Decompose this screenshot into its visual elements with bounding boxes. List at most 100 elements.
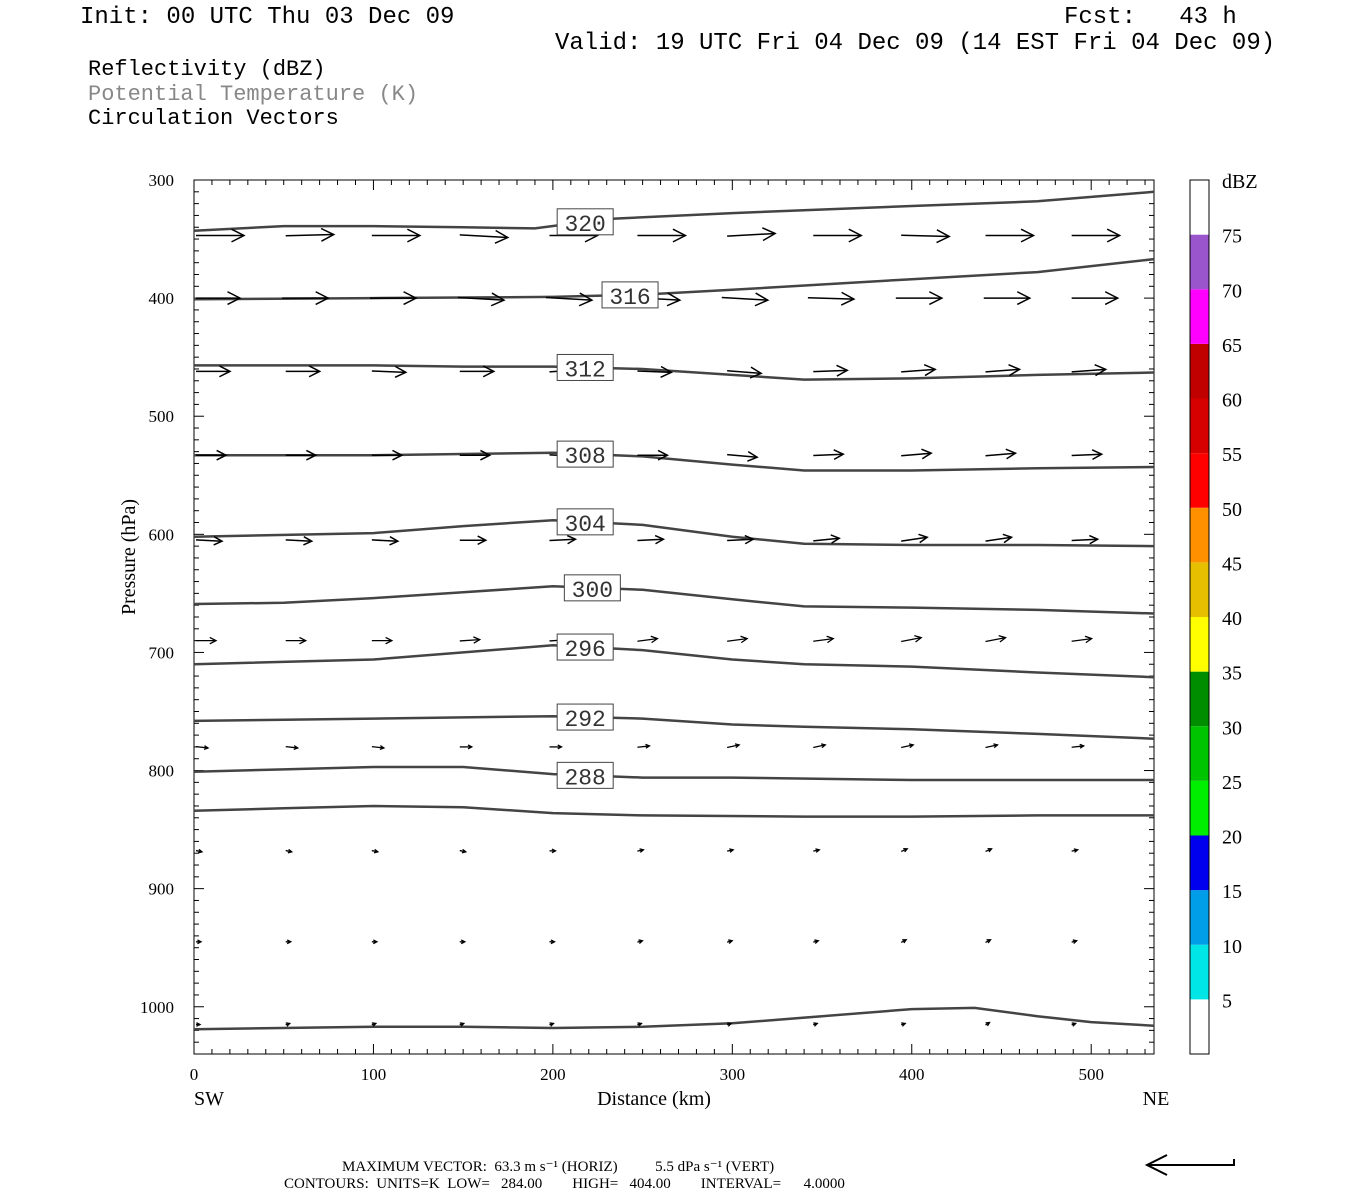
circulation-vector (813, 743, 827, 749)
circulation-vector (196, 1022, 202, 1027)
isentrope-label-box (556, 633, 614, 661)
valid-time: Valid: 19 UTC Fri 04 Dec 09 (14 EST Fri … (555, 30, 1276, 57)
circulation-vector (371, 228, 422, 243)
max-vector-caption: MAXIMUM VECTOR: 63.3 m s⁻¹ (HORIZ) 5.5 d… (342, 1159, 775, 1175)
colorbar-label: 10 (1222, 936, 1242, 958)
circulation-vector (1071, 291, 1120, 306)
circulation-vector (637, 743, 651, 749)
circulation-vector (549, 1022, 555, 1027)
isentrope-label: 312 (564, 357, 605, 383)
isentrope-label: 292 (564, 707, 605, 733)
circulation-vector (726, 939, 734, 944)
y-tick-label: 800 (149, 762, 175, 781)
isentrope-line (193, 190, 1155, 233)
x-tick-label: 500 (1078, 1065, 1104, 1084)
colorbar-label: 25 (1222, 772, 1242, 794)
circulation-vector (285, 227, 336, 242)
circulation-vector (371, 745, 386, 751)
isentrope-label-box (556, 440, 614, 468)
circulation-vector (1071, 364, 1108, 377)
circulation-vector (727, 635, 749, 644)
circulation-vector (371, 939, 379, 945)
circulation-vector (545, 292, 594, 307)
circulation-vector (985, 533, 1014, 544)
isentrope-label: 288 (564, 765, 605, 791)
y-tick-label: 1000 (140, 998, 174, 1017)
isentrope-line (193, 1006, 1155, 1031)
circulation-vector (813, 534, 841, 544)
y-tick-label: 600 (149, 525, 175, 544)
colorbar-frame (1189, 179, 1210, 1055)
x-tick-label: 100 (361, 1065, 387, 1084)
circulation-vector (195, 848, 204, 854)
circulation-vector (813, 848, 821, 853)
circulation-vector (813, 364, 849, 377)
circulation-vector (549, 939, 556, 945)
circulation-vector (901, 635, 923, 643)
colorbar-swatch (1190, 343, 1209, 399)
colorbar-label: 70 (1222, 280, 1242, 302)
circulation-vector (1071, 848, 1080, 853)
colorbar-label: 5 (1222, 990, 1232, 1012)
circulation-vector (285, 939, 293, 945)
isentrope-label-box (556, 353, 614, 381)
isentrope-line (193, 585, 1155, 615)
circulation-vector (985, 743, 999, 749)
circulation-vector (459, 365, 496, 378)
circulation-vector (727, 848, 735, 853)
y-tick-label: 500 (149, 407, 175, 426)
circulation-vector (1071, 534, 1100, 545)
colorbar-swatch (1190, 234, 1209, 290)
circulation-vector (807, 291, 856, 306)
circulation-vector (196, 939, 203, 945)
circulation-vector (285, 449, 318, 461)
isentrope-label: 296 (564, 637, 605, 663)
colorbar-label: 45 (1222, 553, 1242, 575)
circulation-vector (637, 534, 666, 545)
legend-potential-temperature: Potential Temperature (K) (88, 82, 419, 107)
circulation-vector (985, 635, 1007, 643)
circulation-vector (459, 535, 488, 546)
isentrope-label: 320 (564, 212, 605, 238)
circulation-vector (727, 450, 759, 462)
isentrope-label-box (556, 703, 614, 731)
circulation-vector (549, 848, 557, 854)
colorbar-swatch (1190, 890, 1209, 945)
isentrope-line (193, 765, 1154, 782)
y-axis-label: Pressure (hPa) (118, 499, 140, 615)
circulation-vector (900, 847, 909, 853)
circulation-vector (459, 449, 492, 461)
circulation-vector (1071, 939, 1079, 944)
circulation-vector (813, 635, 835, 644)
circulation-vector (459, 744, 474, 750)
circulation-vector (1071, 635, 1094, 644)
colorbar-swatch (1190, 671, 1209, 727)
isentrope-line (193, 714, 1155, 740)
colorbar-label: 20 (1222, 827, 1242, 849)
circulation-vector (895, 291, 944, 306)
circulation-vector (637, 939, 644, 944)
circulation-vector (900, 1022, 907, 1027)
circulation-vector (459, 636, 482, 644)
colorbar-swatch (1190, 780, 1209, 836)
circulation-vector (285, 536, 314, 546)
isentrope-label: 308 (564, 444, 605, 470)
colorbar-swatch (1190, 507, 1209, 563)
circulation-vector (285, 365, 322, 378)
circulation-vector (371, 449, 404, 461)
circulation-vector (371, 636, 394, 645)
ne-label: NE (1143, 1088, 1170, 1110)
plot-frame (193, 179, 1155, 1055)
circulation-vector (985, 228, 1036, 243)
colorbar-label: 75 (1222, 226, 1242, 248)
circulation-vector (285, 848, 294, 854)
circulation-vector (196, 449, 228, 461)
circulation-vector (813, 939, 820, 944)
circulation-vector (459, 1022, 466, 1027)
circulation-vector (549, 744, 563, 750)
circulation-vector (983, 291, 1032, 306)
circulation-vector (637, 365, 674, 379)
circulation-vector (985, 939, 992, 944)
circulation-vector (985, 847, 993, 853)
